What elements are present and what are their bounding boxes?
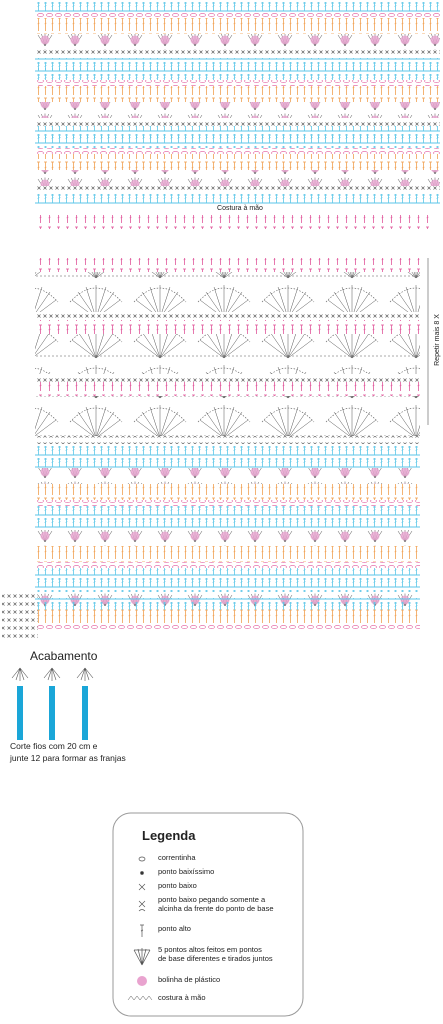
legend-line: costura à mão [158,993,206,1002]
fan-row [35,396,420,436]
ball-row [35,170,440,186]
chain-row [35,500,420,506]
legend-item: costura à mão [158,993,206,1002]
fan-row [35,272,420,312]
x-row [35,50,440,58]
fan-row [35,334,420,374]
ball-row [35,530,420,546]
cyan-row [35,68,440,80]
cyan-row [35,568,420,580]
legend-items: correntinha ponto baixíssimo ponto baixo po… [158,853,274,1002]
pink-row [35,258,420,272]
legend-icons [127,856,153,1001]
cyan-row [35,136,440,148]
chain-row [35,624,420,630]
finishing-grid [2,592,38,640]
finishing-title: Acabamento [30,649,98,663]
chain-row [35,80,440,86]
orange-row [35,154,440,170]
legend-item: ponto baixíssimo [158,867,214,876]
chart-top [35,0,440,206]
pink-row [35,320,420,334]
x-row [35,436,420,444]
cyan-row [35,506,420,518]
fringe-note: Corte fios com 20 cm e junte 12 para for… [9,741,126,763]
ball-row [35,468,420,484]
orange-row [35,86,440,102]
x-row [35,186,440,194]
ball-row [35,102,440,118]
cyan-row [35,518,420,530]
cyan-row [35,58,440,70]
legend-item: 5 pontos altos feitos em pontos de base d… [158,945,273,963]
legend-line: correntinha [158,853,196,862]
legend-line: 5 pontos altos feitos em pontos [158,945,262,954]
orange-row [35,608,420,624]
chain-row [35,148,440,154]
x-row [35,312,420,320]
legend-title: Legenda [142,828,196,843]
cyan-row [35,580,420,592]
orange-row [35,484,420,500]
seam-label: Costura à mão [217,205,263,212]
cyan-row [35,0,440,12]
legend-item: ponto baixo pegando somente a alcinha da … [158,895,274,913]
pink-row [35,215,435,229]
orange-row [35,546,420,562]
cyan-row [35,126,440,138]
repeat-label: Repetir mais 8 X [434,314,441,366]
legend-item: correntinha [158,853,196,862]
legend-line: ponto alto [158,924,191,933]
chain-row [35,562,420,568]
cyan-row [35,456,420,468]
legend-line: alcinha da frente do ponto de base [158,904,274,913]
legend-item: bolinha de plástico [158,975,220,984]
legend-item: ponto baixo [158,881,197,890]
orange-row [35,18,440,34]
legend-line: bolinha de plástico [158,975,220,984]
legend-line: de base diferentes e tirados juntos [158,954,273,963]
legend-line: ponto baixo [158,881,197,890]
cyan-row [35,598,420,610]
legend-item: ponto alto [158,924,191,933]
tassels [11,667,94,740]
chain-row [35,12,440,18]
chart-main [35,258,420,630]
legend-box [112,812,304,1017]
cyan-row [35,194,440,206]
legend-line: ponto baixíssimo [158,867,214,876]
legend-line: ponto baixo pegando somente a [158,895,266,904]
pink-row [35,382,420,396]
x-row [35,374,420,382]
ball-row [35,34,440,50]
x-row [35,118,440,126]
cyan-row [35,444,420,456]
